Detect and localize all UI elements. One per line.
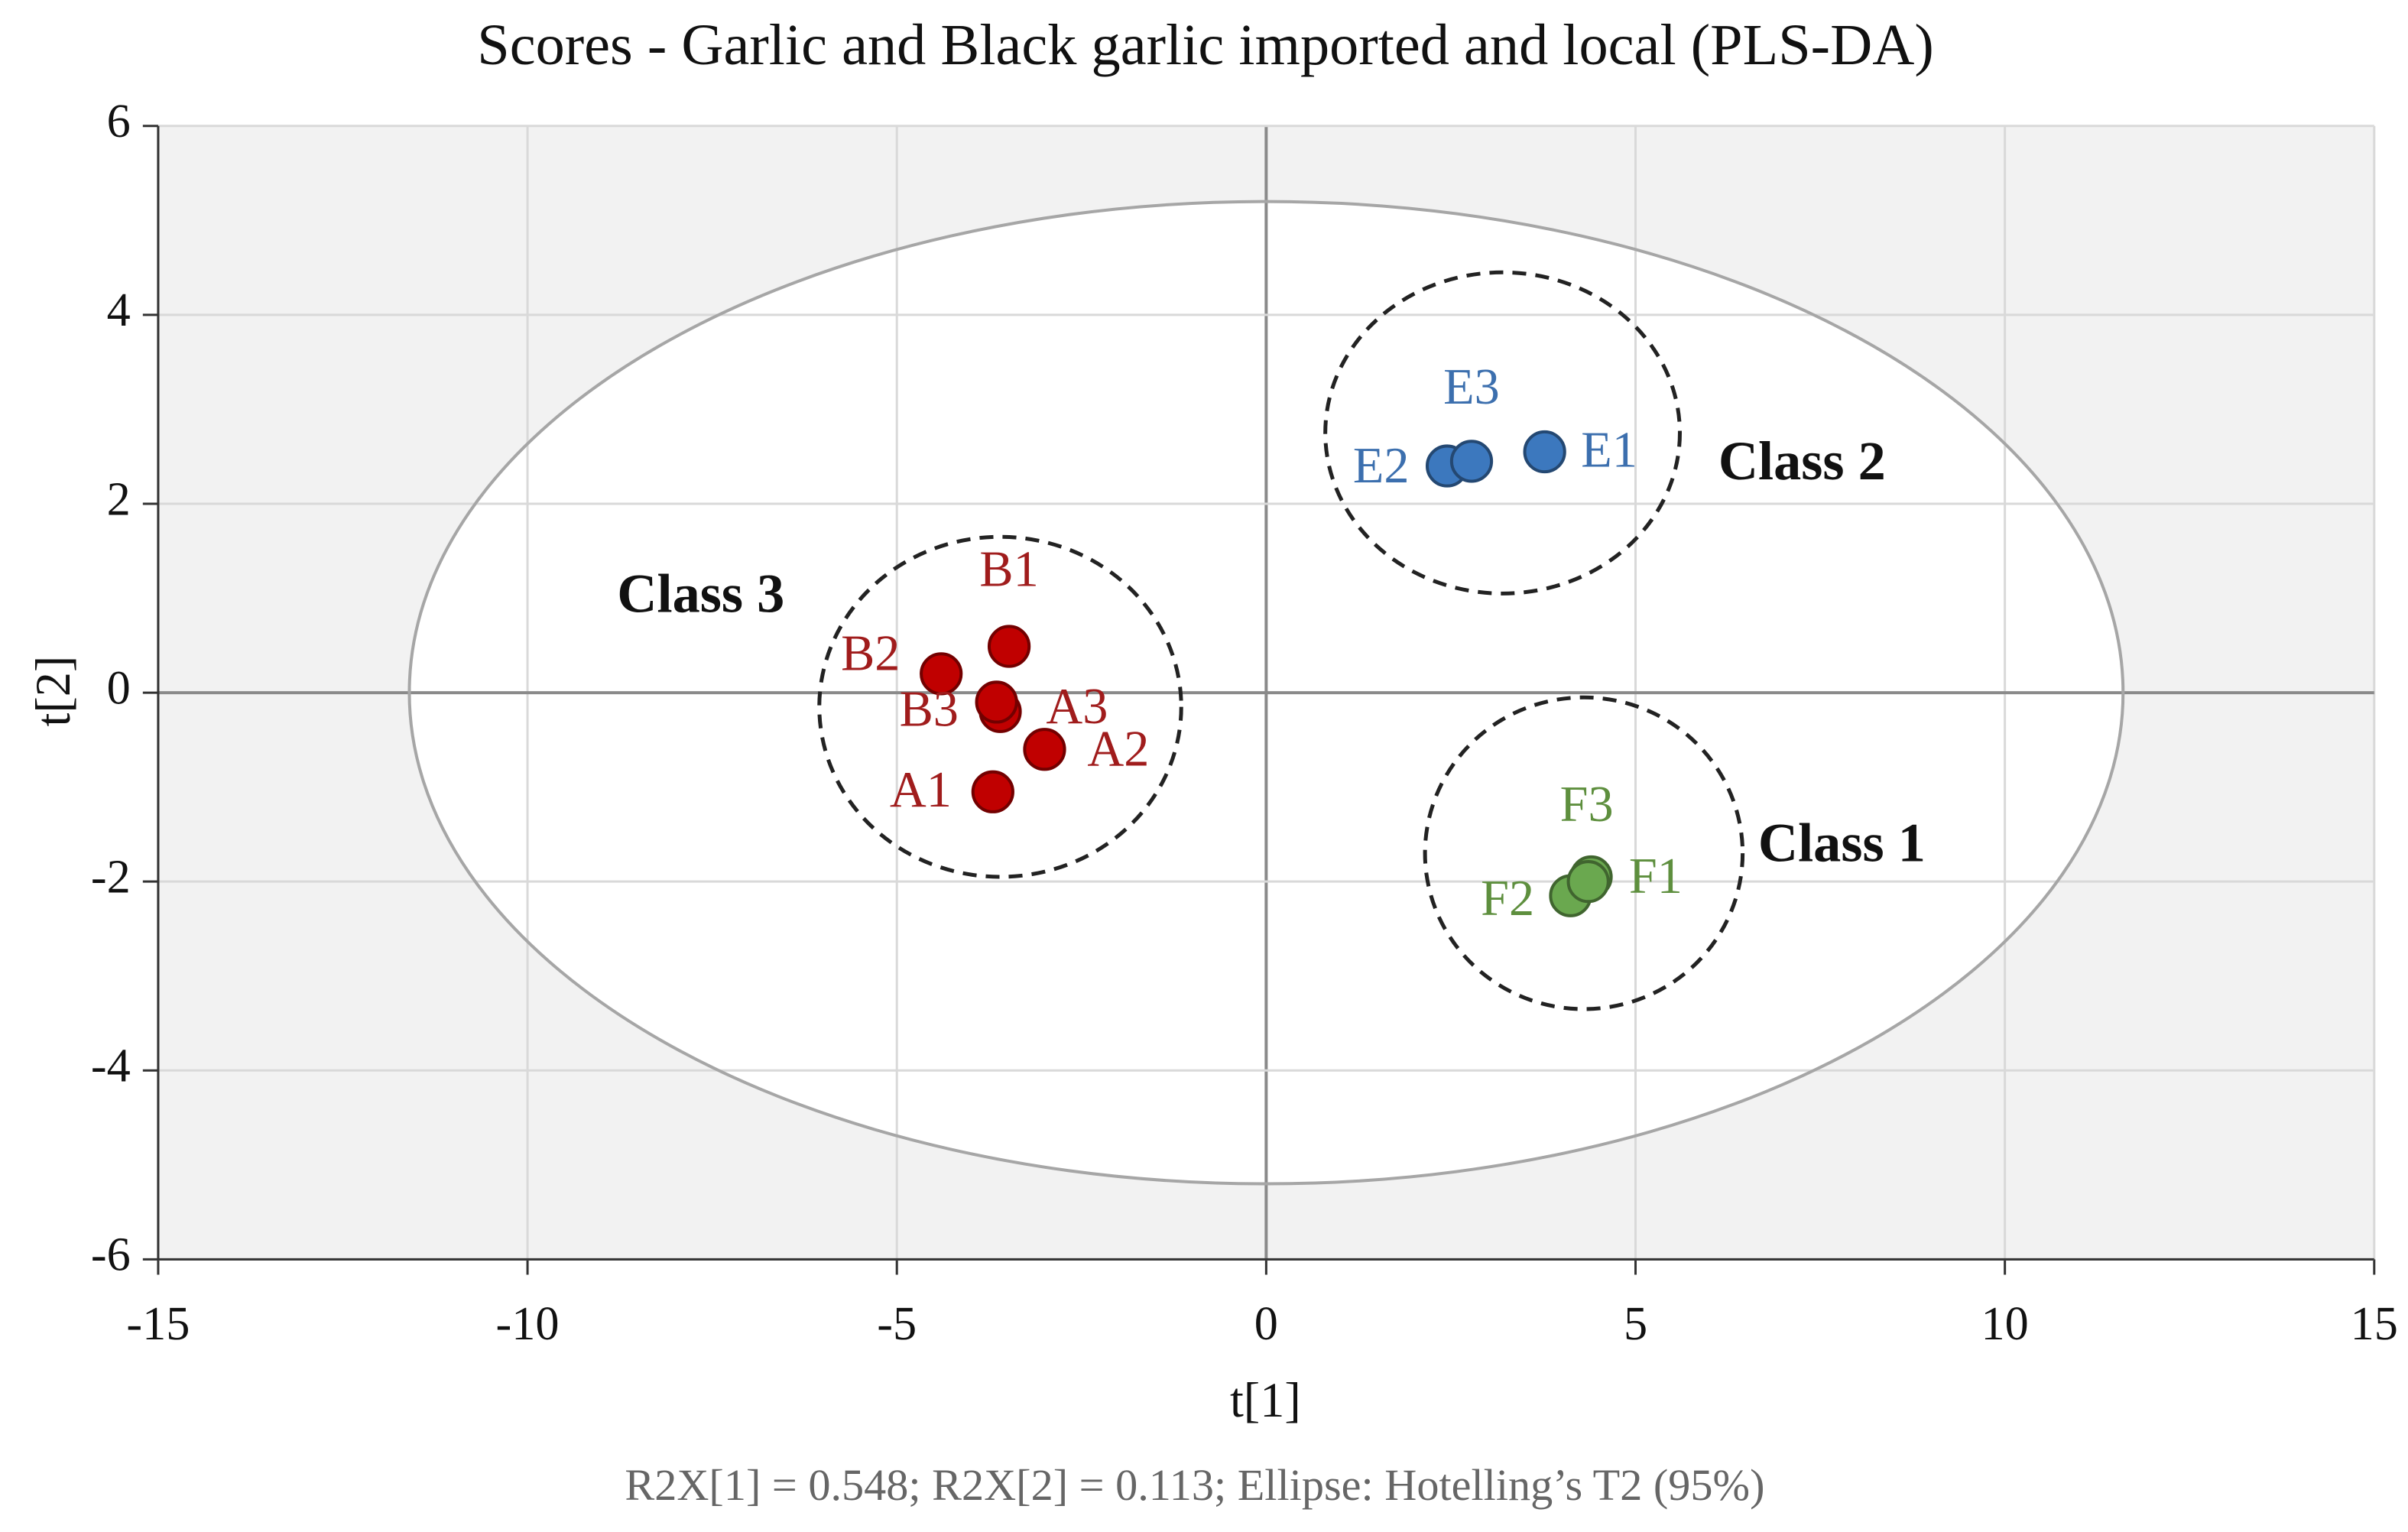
- y-tick-label: -4: [91, 1040, 131, 1092]
- class-label: Class 1: [1758, 813, 1926, 874]
- score-point: [1523, 430, 1566, 474]
- score-point: [1449, 440, 1494, 483]
- y-tick-label: -2: [91, 851, 131, 903]
- score-point: [1566, 860, 1610, 904]
- score-point: [1023, 728, 1066, 771]
- class-label: Class 2: [1718, 430, 1886, 492]
- score-point: [975, 680, 1018, 724]
- score-point: [971, 770, 1014, 813]
- hotelling-ellipse: [407, 200, 2125, 1186]
- point-label: F1: [1629, 849, 1683, 904]
- point-label: B2: [841, 625, 900, 681]
- point-label: A2: [1087, 721, 1149, 777]
- y-tick-label: 6: [107, 96, 131, 148]
- point-label: F2: [1481, 871, 1534, 927]
- footnote: R2X[1] = 0.548; R2X[2] = 0.113; Ellipse:…: [625, 1460, 1764, 1510]
- point-label: E2: [1353, 438, 1410, 494]
- point-label: E1: [1581, 422, 1637, 478]
- y-tick-label: 4: [107, 284, 131, 336]
- x-tick-label: -10: [496, 1298, 560, 1350]
- score-point: [987, 625, 1031, 668]
- point-label: A1: [890, 762, 952, 818]
- point-label: B1: [979, 541, 1038, 597]
- y-tick-label: -6: [91, 1229, 131, 1281]
- score-point: [920, 652, 963, 696]
- chart-title: Scores - Garlic and Black garlic importe…: [477, 12, 1933, 77]
- y-tick-label: 0: [107, 662, 131, 714]
- point-label: F3: [1560, 777, 1614, 833]
- x-axis-title: t[1]: [1230, 1373, 1301, 1427]
- x-tick-label: 10: [1981, 1298, 2029, 1350]
- point-label: A3: [1046, 679, 1108, 735]
- class-circle: [1323, 270, 1682, 596]
- x-tick-label: -15: [126, 1298, 190, 1350]
- x-tick-label: -5: [877, 1298, 917, 1350]
- y-axis-title: t[2]: [26, 656, 80, 727]
- x-tick-label: 5: [1624, 1298, 1647, 1350]
- class-label: Class 3: [617, 563, 784, 625]
- x-tick-label: 0: [1254, 1298, 1278, 1350]
- point-label: E3: [1443, 359, 1500, 415]
- y-tick-label: 2: [107, 473, 131, 525]
- point-label: B3: [900, 682, 959, 738]
- class-circle: [817, 534, 1183, 879]
- x-tick-label: 15: [2351, 1298, 2398, 1350]
